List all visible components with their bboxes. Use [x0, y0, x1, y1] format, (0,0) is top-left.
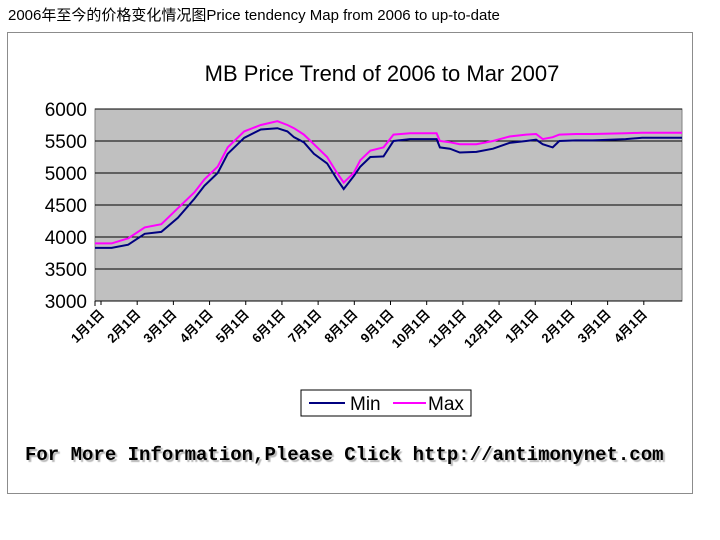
- x-tick-label: 11月1日: [425, 307, 469, 351]
- y-tick-label: 3500: [45, 260, 87, 281]
- page-caption: 2006年至今的价格变化情况图Price tendency Map from 2…: [8, 7, 500, 24]
- x-tick-label: 7月1日: [285, 307, 324, 346]
- x-tick-label: 3月1日: [575, 307, 614, 346]
- legend: Min Max: [300, 389, 472, 417]
- y-tick-label: 5000: [45, 164, 87, 185]
- x-tick-label: 8月1日: [321, 307, 360, 346]
- x-tick-label: 3月1日: [140, 307, 179, 346]
- chart-title: MB Price Trend of 2006 to Mar 2007: [205, 61, 560, 86]
- y-tick-label: 5500: [45, 132, 87, 153]
- series-line-min: [95, 127, 682, 249]
- x-tick-label: 4月1日: [176, 307, 215, 346]
- price-trend-chart: MB Price Trend of 2006 to Mar 2007 30003…: [45, 61, 683, 417]
- x-tick-label: 2月1日: [104, 307, 143, 346]
- x-tick-label: 4月1日: [611, 307, 650, 346]
- chart-frame: MB Price Trend of 2006 to Mar 2007 3000 3…: [7, 32, 693, 494]
- x-tick-label: 6月1日: [249, 307, 288, 346]
- x-tick-label: 2月1日: [538, 307, 577, 346]
- series-lines: [95, 120, 682, 249]
- y-tick-label: 4000: [45, 228, 87, 249]
- footer-text[interactable]: For More Information,Please Click http:/…: [25, 444, 664, 466]
- y-tick-label: 4500: [45, 196, 87, 217]
- x-tick-label: 12月1日: [461, 307, 505, 351]
- x-tick-label: 10月1日: [388, 307, 432, 351]
- legend-max-label: Max: [428, 394, 464, 415]
- x-axis-ticks: 1月1日2月1日3月1日4月1日5月1日6月1日7月1日8月1日9月1日10月1…: [68, 301, 650, 351]
- x-tick-label: 1月1日: [502, 307, 541, 346]
- series-line-max: [95, 120, 682, 245]
- legend-min-label: Min: [350, 394, 381, 415]
- y-tick-label: 6000: [45, 100, 87, 121]
- y-tick-label: 3000: [45, 292, 87, 313]
- x-tick-label: 5月1日: [213, 307, 252, 346]
- y-axis-ticks: 3000 3500 4000 4500 5000 5500 6000: [45, 100, 87, 313]
